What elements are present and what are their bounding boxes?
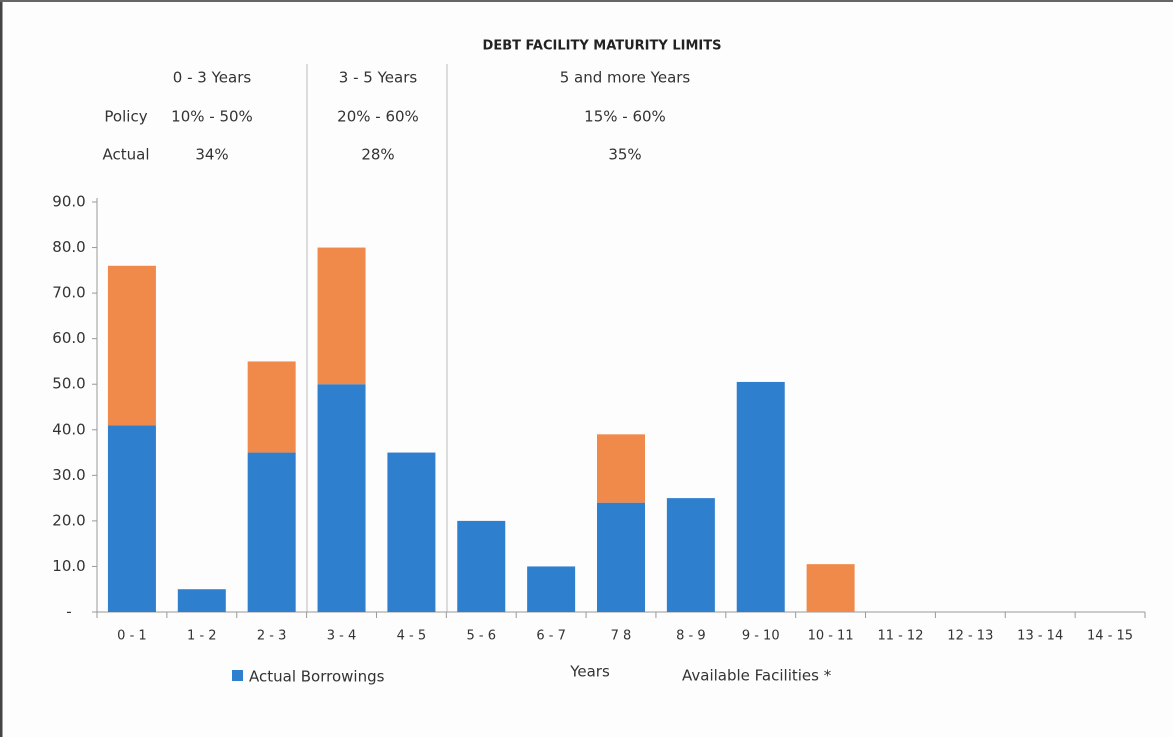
x-tick-label: 2 - 3: [257, 629, 287, 644]
x-tick-label: 12 - 13: [947, 629, 993, 644]
x-tick-label: 7 8: [611, 629, 632, 644]
x-tick-label: 11 - 12: [877, 629, 923, 644]
bar-segment: [247, 361, 296, 453]
bar-segment: [666, 498, 715, 612]
band-label: 0 - 3 Years: [173, 69, 252, 87]
actual-label: Actual: [103, 146, 150, 164]
y-tick-label: 40.0: [52, 420, 85, 438]
bar-segment: [736, 381, 785, 612]
y-tick-label: 80.0: [52, 238, 85, 256]
x-tick-label: 4 - 5: [397, 629, 427, 644]
band-label: 3 - 5 Years: [339, 69, 418, 87]
x-tick-label: 14 - 15: [1087, 629, 1133, 644]
bar-segment: [597, 434, 645, 503]
y-tick-label: 90.0: [52, 193, 85, 211]
x-axis-label: Years: [569, 663, 610, 681]
bar-segment: [107, 265, 156, 426]
band-policy: 20% - 60%: [337, 108, 419, 126]
x-tick-label: 0 - 1: [117, 629, 147, 644]
x-tick-label: 10 - 11: [808, 629, 854, 644]
x-tick-label: 3 - 4: [327, 629, 357, 644]
bar-segment: [247, 452, 296, 612]
y-tick-label: 60.0: [52, 329, 85, 347]
x-tick-label: 5 - 6: [467, 629, 497, 644]
y-tick-label: 20.0: [52, 511, 85, 529]
bar-segment: [317, 384, 366, 612]
y-tick-label: 30.0: [52, 466, 85, 484]
x-tick-label: 8 - 9: [676, 629, 706, 644]
bar-segment: [597, 502, 645, 612]
bar-segment: [107, 425, 156, 612]
chart-title: DEBT FACILITY MATURITY LIMITS: [483, 39, 722, 54]
x-tick-label: 13 - 14: [1017, 629, 1063, 644]
band-label: 5 and more Years: [560, 69, 691, 87]
bar-segment: [317, 247, 366, 385]
band-actual: 35%: [608, 146, 641, 164]
y-tick-label: -: [66, 603, 71, 621]
legend-label: Available Facilities *: [682, 667, 832, 685]
bar-segment: [457, 520, 506, 612]
band-policy: 10% - 50%: [171, 108, 253, 126]
policy-label: Policy: [104, 108, 147, 126]
y-tick-label: 50.0: [52, 375, 85, 393]
bar-segment: [806, 564, 855, 612]
legend-swatch: [232, 670, 243, 681]
x-tick-label: 6 - 7: [536, 629, 566, 644]
band-policy: 15% - 60%: [584, 108, 666, 126]
y-tick-label: 10.0: [52, 557, 85, 575]
x-tick-label: 9 - 10: [742, 629, 780, 644]
legend-label: Actual Borrowings: [249, 668, 385, 686]
bar-segment: [527, 566, 576, 612]
bar-segment: [177, 589, 226, 612]
band-actual: 34%: [195, 146, 228, 164]
x-tick-label: 1 - 2: [187, 629, 217, 644]
band-actual: 28%: [361, 146, 394, 164]
bar-segment: [387, 452, 436, 612]
y-tick-label: 70.0: [52, 284, 85, 302]
